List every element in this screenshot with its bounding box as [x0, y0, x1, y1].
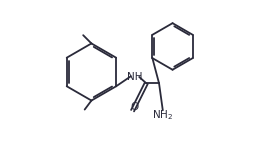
- Text: NH: NH: [127, 71, 142, 82]
- Text: NH$_2$: NH$_2$: [152, 109, 173, 122]
- Text: O: O: [130, 102, 138, 112]
